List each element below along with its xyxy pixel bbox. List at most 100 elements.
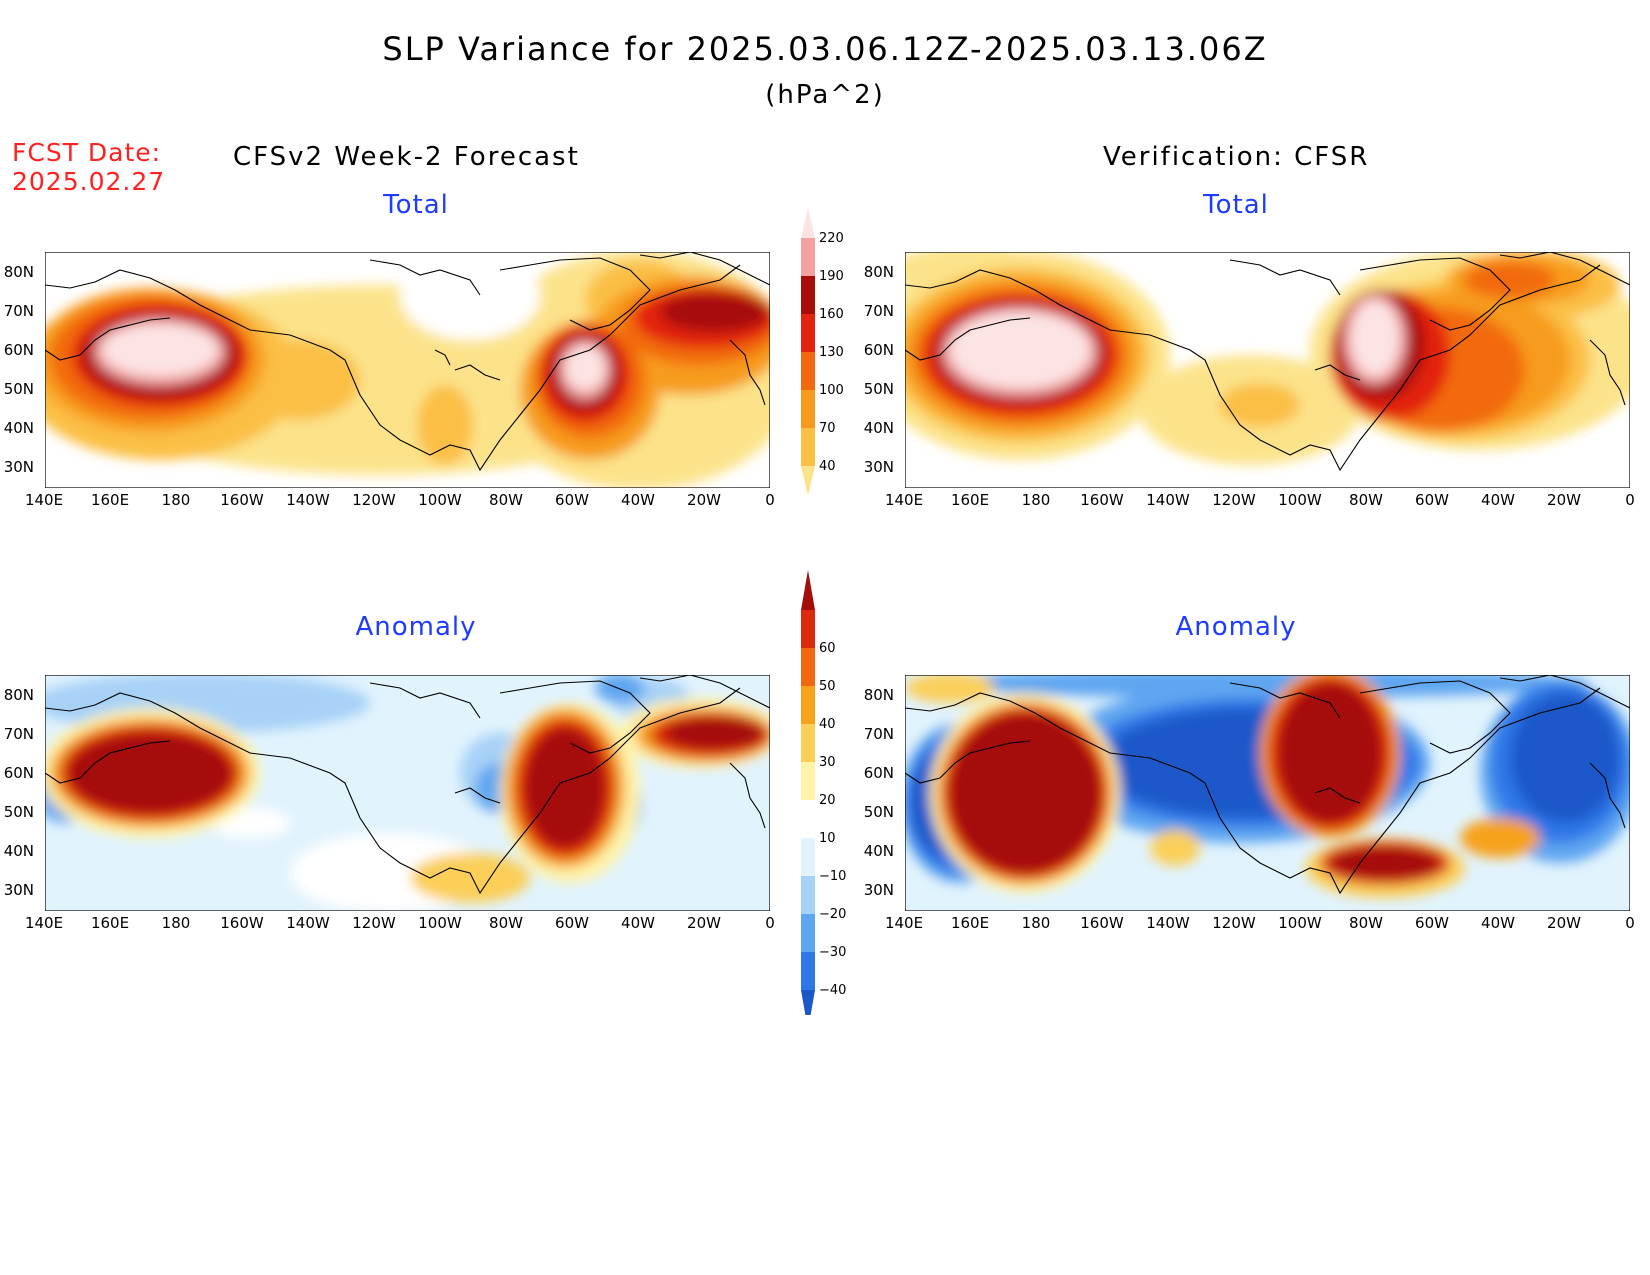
forecast-column-title: CFSv2 Week-2 Forecast xyxy=(233,142,580,172)
total-colorbar-max-triangle xyxy=(801,208,815,238)
lat-tick: 80N xyxy=(4,263,34,281)
anomaly-colorbar-bin xyxy=(801,838,815,877)
total-colorbar-bin xyxy=(801,276,815,315)
anomaly-colorbar: −40 −30 −20 −10 10 20 30 40 50 60 xyxy=(801,570,846,1015)
anomaly-colorbar-label: 40 xyxy=(819,717,836,732)
lon-tick: 40W xyxy=(621,491,655,509)
forecast-total-field xyxy=(45,252,770,488)
forecast-date-label: FCST Date: xyxy=(12,138,162,167)
lon-tick: 140W xyxy=(1146,491,1190,509)
total-colorbar: 40 70 100 130 160 190 220 xyxy=(801,208,844,496)
lat-tick: 70N xyxy=(864,302,894,320)
total-colorbar-bin xyxy=(801,390,815,429)
anomaly-colorbar-label: 10 xyxy=(819,831,836,846)
forecast-anomaly-map: 140E 160E 180 160W 140W 120W 100W 80W 60… xyxy=(4,675,775,932)
lon-tick: 140W xyxy=(286,914,330,932)
lat-tick: 50N xyxy=(864,803,894,821)
anomaly-colorbar-min-triangle xyxy=(801,990,815,1015)
forecast-anomaly-field xyxy=(45,675,770,911)
lat-tick: 40N xyxy=(4,842,34,860)
lon-tick: 40W xyxy=(1481,491,1515,509)
lon-tick: 120W xyxy=(352,491,396,509)
lat-tick: 30N xyxy=(4,458,34,476)
lon-tick: 180 xyxy=(162,914,191,932)
anomaly-colorbar-bin xyxy=(801,952,815,991)
lon-tick: 140E xyxy=(25,914,63,932)
anomaly-colorbar-label: −10 xyxy=(819,869,846,884)
verification-total-map: 140E 160E 180 160W 140W 120W 100W 80W 60… xyxy=(864,252,1635,509)
verification-column-title: Verification: CFSR xyxy=(1103,142,1370,172)
lat-tick: 50N xyxy=(864,380,894,398)
lon-tick: 140E xyxy=(25,491,63,509)
lat-tick: 40N xyxy=(864,419,894,437)
verification-anomaly-axes: 140E 160E 180 160W 140W 120W 100W 80W 60… xyxy=(864,686,1635,932)
lon-tick: 60W xyxy=(555,491,589,509)
lon-tick: 120W xyxy=(352,914,396,932)
anomaly-colorbar-label: −40 xyxy=(819,983,846,998)
lat-tick: 70N xyxy=(4,302,34,320)
total-colorbar-label: 160 xyxy=(819,307,844,322)
anomaly-colorbar-label: −20 xyxy=(819,907,846,922)
lon-tick: 80W xyxy=(489,491,523,509)
forecast-anomaly-title: Anomaly xyxy=(355,612,477,642)
anomaly-colorbar-bin xyxy=(801,724,815,763)
lon-tick: 80W xyxy=(1349,914,1383,932)
lon-tick: 160W xyxy=(1080,914,1124,932)
lon-tick: 20W xyxy=(687,914,721,932)
lon-tick: 100W xyxy=(418,491,462,509)
anomaly-colorbar-bin xyxy=(801,914,815,953)
lon-tick: 20W xyxy=(1547,914,1581,932)
forecast-total-map: 140E 160E 180 160W 140W 120W 100W 80W 60… xyxy=(4,252,775,509)
lon-tick: 140E xyxy=(885,491,923,509)
anomaly-colorbar-label: 60 xyxy=(819,641,836,656)
lat-tick: 50N xyxy=(4,803,34,821)
lon-tick: 60W xyxy=(555,914,589,932)
lon-tick: 160E xyxy=(951,491,989,509)
forecast-total-axes: 140E 160E 180 160W 140W 120W 100W 80W 60… xyxy=(4,263,775,509)
verification-anomaly-field xyxy=(905,675,1630,911)
total-colorbar-bin xyxy=(801,352,815,391)
anomaly-colorbar-label: −30 xyxy=(819,945,846,960)
lon-tick: 180 xyxy=(1022,491,1051,509)
lon-tick: 140W xyxy=(286,491,330,509)
anomaly-colorbar-bin xyxy=(801,800,815,839)
lon-tick: 160W xyxy=(1080,491,1124,509)
lat-tick: 40N xyxy=(4,419,34,437)
verification-total-field xyxy=(905,252,1630,488)
lon-tick: 60W xyxy=(1415,491,1449,509)
anomaly-colorbar-bin xyxy=(801,610,815,649)
anomaly-colorbar-label: 20 xyxy=(819,793,836,808)
anomaly-colorbar-label: 50 xyxy=(819,679,836,694)
forecast-anomaly-axes: 140E 160E 180 160W 140W 120W 100W 80W 60… xyxy=(4,686,775,932)
lat-tick: 60N xyxy=(4,341,34,359)
total-colorbar-bin xyxy=(801,428,815,467)
lon-tick: 0 xyxy=(765,914,775,932)
total-colorbar-bin xyxy=(801,238,815,277)
verification-total-title: Total xyxy=(1203,190,1269,220)
anomaly-colorbar-bin xyxy=(801,648,815,687)
lat-tick: 40N xyxy=(864,842,894,860)
lon-tick: 40W xyxy=(621,914,655,932)
lat-tick: 30N xyxy=(864,458,894,476)
verification-anomaly-map: 140E 160E 180 160W 140W 120W 100W 80W 60… xyxy=(864,675,1635,932)
figure-title: SLP Variance for 2025.03.06.12Z-2025.03.… xyxy=(382,30,1268,68)
forecast-date-value: 2025.02.27 xyxy=(12,167,166,196)
lon-tick: 140E xyxy=(885,914,923,932)
total-colorbar-label: 100 xyxy=(819,383,844,398)
lon-tick: 100W xyxy=(1278,491,1322,509)
total-colorbar-label: 130 xyxy=(819,345,844,360)
lat-tick: 70N xyxy=(864,725,894,743)
lon-tick: 160W xyxy=(220,491,264,509)
forecast-date-block: FCST Date: 2025.02.27 xyxy=(12,138,165,196)
lon-tick: 60W xyxy=(1415,914,1449,932)
lon-tick: 20W xyxy=(1547,491,1581,509)
lon-tick: 140W xyxy=(1146,914,1190,932)
lat-tick: 60N xyxy=(864,341,894,359)
lat-tick: 70N xyxy=(4,725,34,743)
lat-tick: 30N xyxy=(864,881,894,899)
lon-tick: 40W xyxy=(1481,914,1515,932)
lon-tick: 80W xyxy=(1349,491,1383,509)
lon-tick: 100W xyxy=(1278,914,1322,932)
verification-anomaly-title: Anomaly xyxy=(1175,612,1297,642)
lat-tick: 50N xyxy=(4,380,34,398)
